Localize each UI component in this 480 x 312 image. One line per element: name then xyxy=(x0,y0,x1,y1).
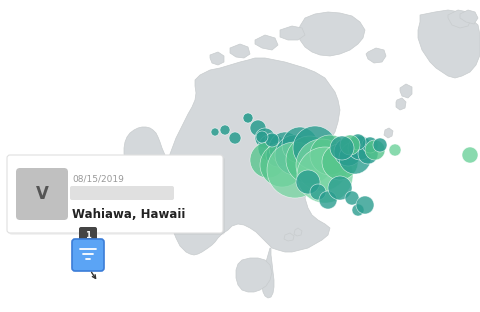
Circle shape xyxy=(286,136,334,184)
Circle shape xyxy=(373,138,387,152)
Circle shape xyxy=(362,137,378,153)
Circle shape xyxy=(328,176,352,200)
FancyBboxPatch shape xyxy=(70,186,174,200)
Circle shape xyxy=(275,135,315,175)
Circle shape xyxy=(250,142,286,178)
Circle shape xyxy=(319,191,337,209)
Circle shape xyxy=(365,140,385,160)
Text: Wahiawa, Hawaii: Wahiawa, Hawaii xyxy=(72,208,185,221)
Text: V: V xyxy=(36,185,48,203)
Circle shape xyxy=(334,138,362,166)
Circle shape xyxy=(269,132,301,164)
Circle shape xyxy=(310,184,326,200)
Text: 08/15/2019: 08/15/2019 xyxy=(72,174,124,183)
Circle shape xyxy=(266,143,290,167)
Circle shape xyxy=(348,136,372,160)
Polygon shape xyxy=(262,248,274,298)
FancyArrowPatch shape xyxy=(92,272,96,278)
Circle shape xyxy=(339,142,371,174)
Circle shape xyxy=(310,135,350,175)
Circle shape xyxy=(345,191,359,205)
FancyBboxPatch shape xyxy=(72,239,104,271)
Polygon shape xyxy=(124,127,165,179)
Circle shape xyxy=(462,147,478,163)
FancyBboxPatch shape xyxy=(16,168,68,220)
Circle shape xyxy=(296,139,348,191)
FancyBboxPatch shape xyxy=(7,155,223,233)
Polygon shape xyxy=(460,10,478,24)
Polygon shape xyxy=(210,52,224,65)
Polygon shape xyxy=(298,12,365,56)
Circle shape xyxy=(350,134,366,150)
Polygon shape xyxy=(294,228,302,236)
Polygon shape xyxy=(366,48,386,63)
Polygon shape xyxy=(280,26,305,40)
Polygon shape xyxy=(236,258,272,292)
Circle shape xyxy=(358,144,378,164)
Text: 1: 1 xyxy=(85,231,91,240)
Circle shape xyxy=(250,120,266,136)
Circle shape xyxy=(255,128,275,148)
Polygon shape xyxy=(118,180,133,192)
Polygon shape xyxy=(418,10,480,78)
Circle shape xyxy=(243,113,253,123)
Circle shape xyxy=(352,204,364,216)
FancyBboxPatch shape xyxy=(79,227,97,243)
Circle shape xyxy=(356,196,374,214)
Circle shape xyxy=(258,134,286,162)
Polygon shape xyxy=(396,98,406,110)
Polygon shape xyxy=(144,180,158,193)
Circle shape xyxy=(340,135,360,155)
Circle shape xyxy=(282,127,318,163)
Circle shape xyxy=(267,142,323,198)
Circle shape xyxy=(260,143,304,187)
FancyBboxPatch shape xyxy=(9,157,225,235)
Polygon shape xyxy=(230,44,250,58)
Circle shape xyxy=(296,170,320,194)
Circle shape xyxy=(293,126,337,170)
Circle shape xyxy=(211,128,219,136)
Polygon shape xyxy=(255,35,278,50)
Circle shape xyxy=(220,125,230,135)
Polygon shape xyxy=(400,84,412,98)
Circle shape xyxy=(330,136,354,160)
Circle shape xyxy=(265,133,279,147)
Polygon shape xyxy=(448,10,472,28)
Circle shape xyxy=(389,144,401,156)
Polygon shape xyxy=(384,128,393,138)
Polygon shape xyxy=(165,58,340,255)
Circle shape xyxy=(229,132,241,144)
Polygon shape xyxy=(284,233,294,241)
Circle shape xyxy=(322,144,358,180)
Circle shape xyxy=(297,147,353,203)
Circle shape xyxy=(256,131,268,143)
